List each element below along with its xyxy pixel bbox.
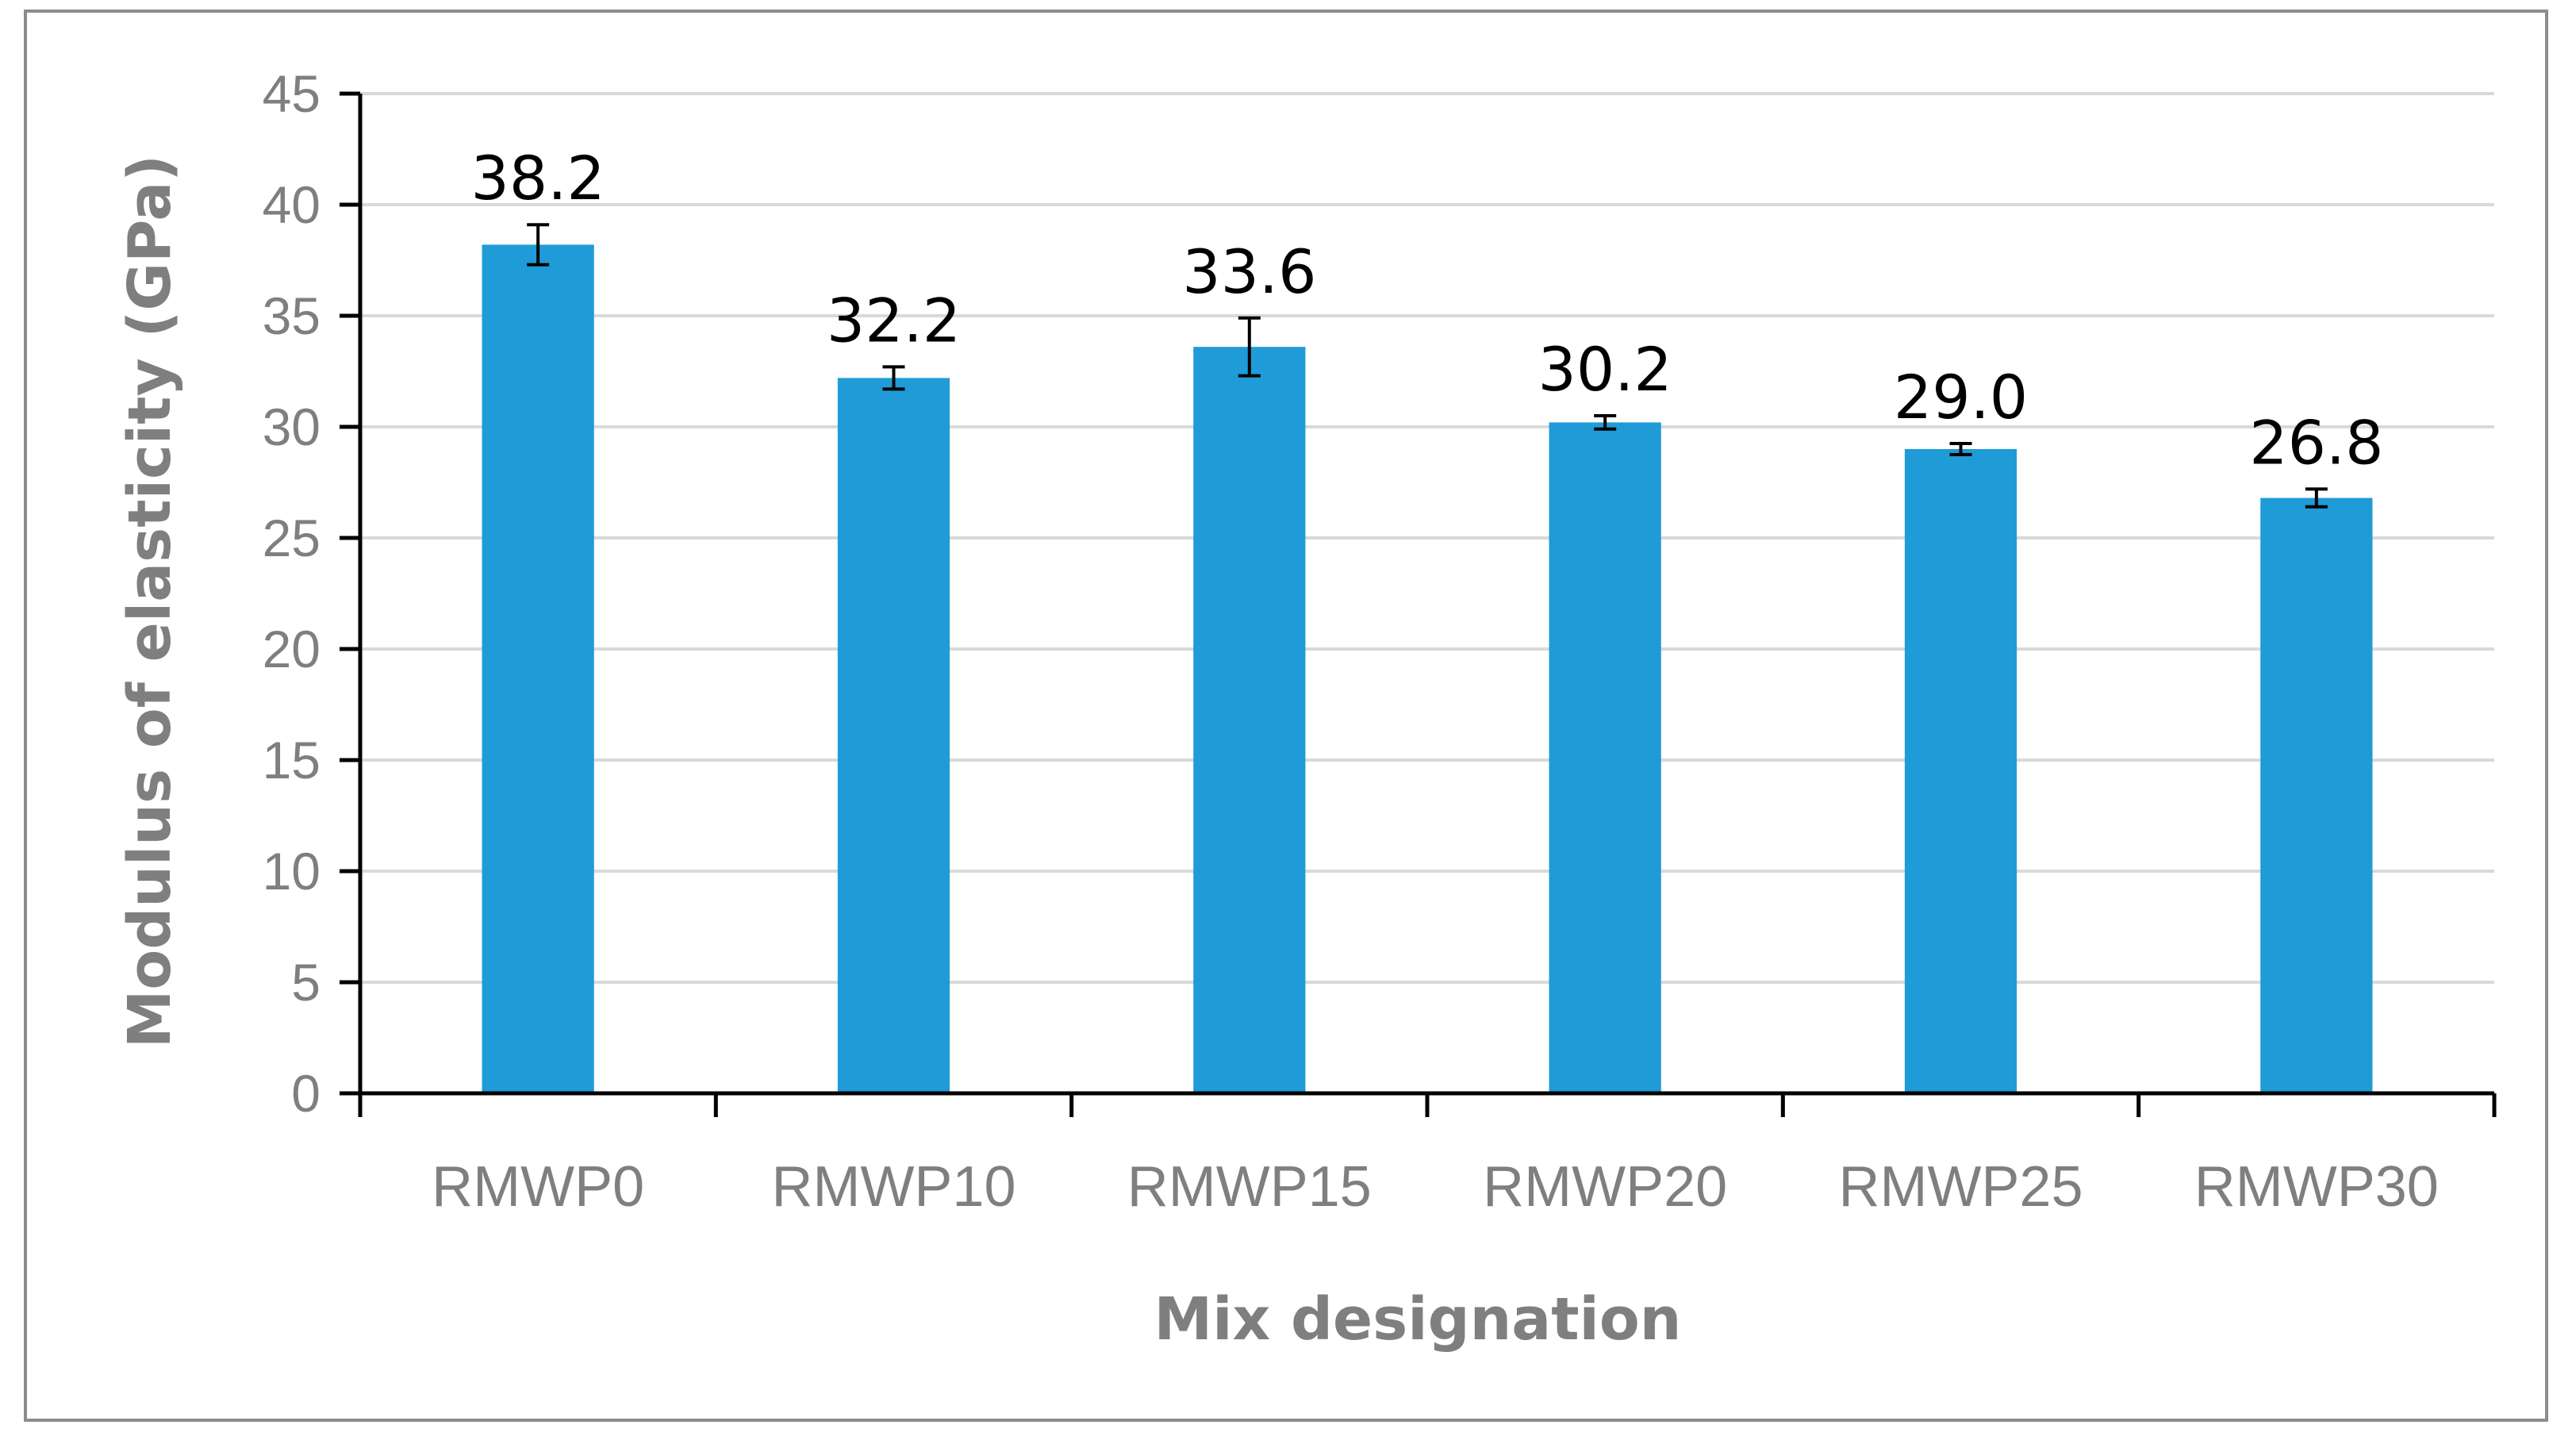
bar-RMWP15 [1193,347,1306,1093]
data-label-RMWP20: 30.2 [1538,334,1672,405]
bars [482,244,2373,1093]
bar-RMWP20 [1549,422,1661,1093]
bar-RMWP25 [1904,449,2017,1093]
x-tick-label-RMWP25: RMWP25 [1838,1155,2083,1219]
y-tick-label-45: 45 [263,64,321,123]
y-tick-label-20: 20 [263,620,321,678]
error-bars [527,223,2328,509]
x-tick-label-RMWP10: RMWP10 [771,1155,1015,1219]
x-tick-label-RMWP20: RMWP20 [1483,1155,1727,1219]
y-tick-label-15: 15 [263,731,321,789]
y-tick-label-5: 5 [291,953,321,1012]
gridlines [360,92,2494,984]
y-tick-label-30: 30 [263,397,321,456]
y-tick-label-40: 40 [263,175,321,234]
chart-frame: 0 5 10 15 20 25 30 35 40 45 38.2 RMWP0 32.2 RMWP10 33.… [24,10,2548,1422]
x-axis-title: Mix designation [1154,1285,1682,1354]
x-tick-label-RMWP0: RMWP0 [432,1155,644,1219]
bar-RMWP30 [2260,497,2373,1093]
bar-RMWP10 [837,378,950,1093]
data-label-RMWP10: 32.2 [827,285,961,355]
data-label-RMWP30: 26.8 [2249,407,2383,478]
y-tick-label-0: 0 [291,1064,321,1123]
x-tick-label-RMWP15: RMWP15 [1127,1155,1372,1219]
data-label-RMWP15: 33.6 [1182,236,1316,307]
bar-chart: 0 5 10 15 20 25 30 35 40 45 38.2 RMWP0 32.2 RMWP10 33.… [116,64,2497,1354]
data-label-RMWP0: 38.2 [471,143,605,213]
y-axis-title: Modulus of elasticity (GPa) [116,155,184,1048]
y-tick-label-35: 35 [263,286,321,345]
data-label-RMWP25: 29.0 [1894,362,2028,432]
x-tick-label-RMWP30: RMWP30 [2194,1155,2439,1219]
bar-RMWP0 [482,244,594,1093]
labels: 0 5 10 15 20 25 30 35 40 45 38.2 RMWP0 32.2 RMWP10 33.… [263,64,2439,1219]
y-tick-label-10: 10 [263,842,321,901]
y-tick-label-25: 25 [263,509,321,567]
axes [340,91,2497,1117]
